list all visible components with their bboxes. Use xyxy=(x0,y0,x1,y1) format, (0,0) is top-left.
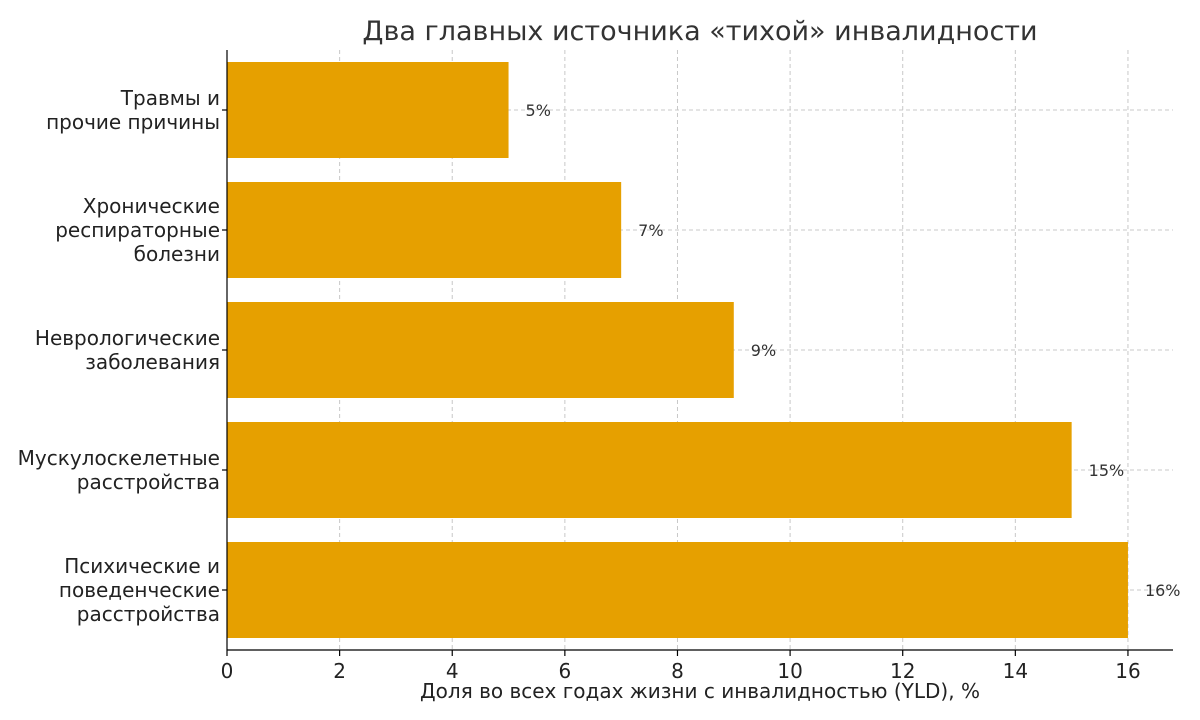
x-tick-label-0: 0 xyxy=(221,659,234,683)
bars xyxy=(227,62,1128,638)
chart-title: Два главных источника «тихой» инвалиднос… xyxy=(362,16,1037,47)
x-axis-label: Доля во всех годах жизни с инвалидностью… xyxy=(420,679,980,703)
value-label-3: 15% xyxy=(1089,461,1125,480)
x-tick-label-5: 10 xyxy=(777,659,802,683)
category-label-line: расстройства xyxy=(77,470,220,494)
category-label-line: респираторные xyxy=(55,218,220,242)
value-label-2: 9% xyxy=(751,341,776,360)
x-tick-label-3: 6 xyxy=(558,659,571,683)
bar-0 xyxy=(227,62,509,158)
x-tick-label-8: 16 xyxy=(1115,659,1140,683)
x-tick-label-1: 2 xyxy=(333,659,346,683)
category-label-4: Психические и поведенческие расстройства xyxy=(59,554,220,626)
category-label-line: прочие причины xyxy=(46,110,220,134)
category-label-line: расстройства xyxy=(77,602,220,626)
x-tick-label-7: 14 xyxy=(1003,659,1028,683)
category-label-0: Травмы и прочие причины xyxy=(46,86,220,134)
bar-4 xyxy=(227,542,1128,638)
bar-1 xyxy=(227,182,622,278)
x-tick-label-2: 4 xyxy=(446,659,459,683)
category-label-line: болезни xyxy=(134,242,220,266)
category-label-line: Мускулоскелетные xyxy=(18,446,220,470)
axes xyxy=(222,50,1173,656)
labels: 0 2 4 6 8 10 12 14 16 Травмы и прочие причины Хрони… xyxy=(18,86,1181,683)
bar-3 xyxy=(227,422,1072,518)
category-label-line: Психические и xyxy=(64,554,220,578)
category-label-line: Хронические xyxy=(83,194,220,218)
category-label-line: заболевания xyxy=(85,350,220,374)
x-tick-label-4: 8 xyxy=(671,659,684,683)
bar-2 xyxy=(227,302,734,398)
category-label-1: Хронические респираторные болезни xyxy=(55,194,220,266)
category-label-line: поведенческие xyxy=(59,578,220,602)
value-label-1: 7% xyxy=(638,221,663,240)
category-label-line: Неврологические xyxy=(35,326,220,350)
value-label-4: 16% xyxy=(1145,581,1181,600)
category-label-3: Мускулоскелетные расстройства xyxy=(18,446,220,494)
category-label-line: Травмы и xyxy=(120,86,220,110)
category-label-2: Неврологические заболевания xyxy=(35,326,220,374)
value-label-0: 5% xyxy=(526,101,551,120)
x-tick-label-6: 12 xyxy=(890,659,915,683)
